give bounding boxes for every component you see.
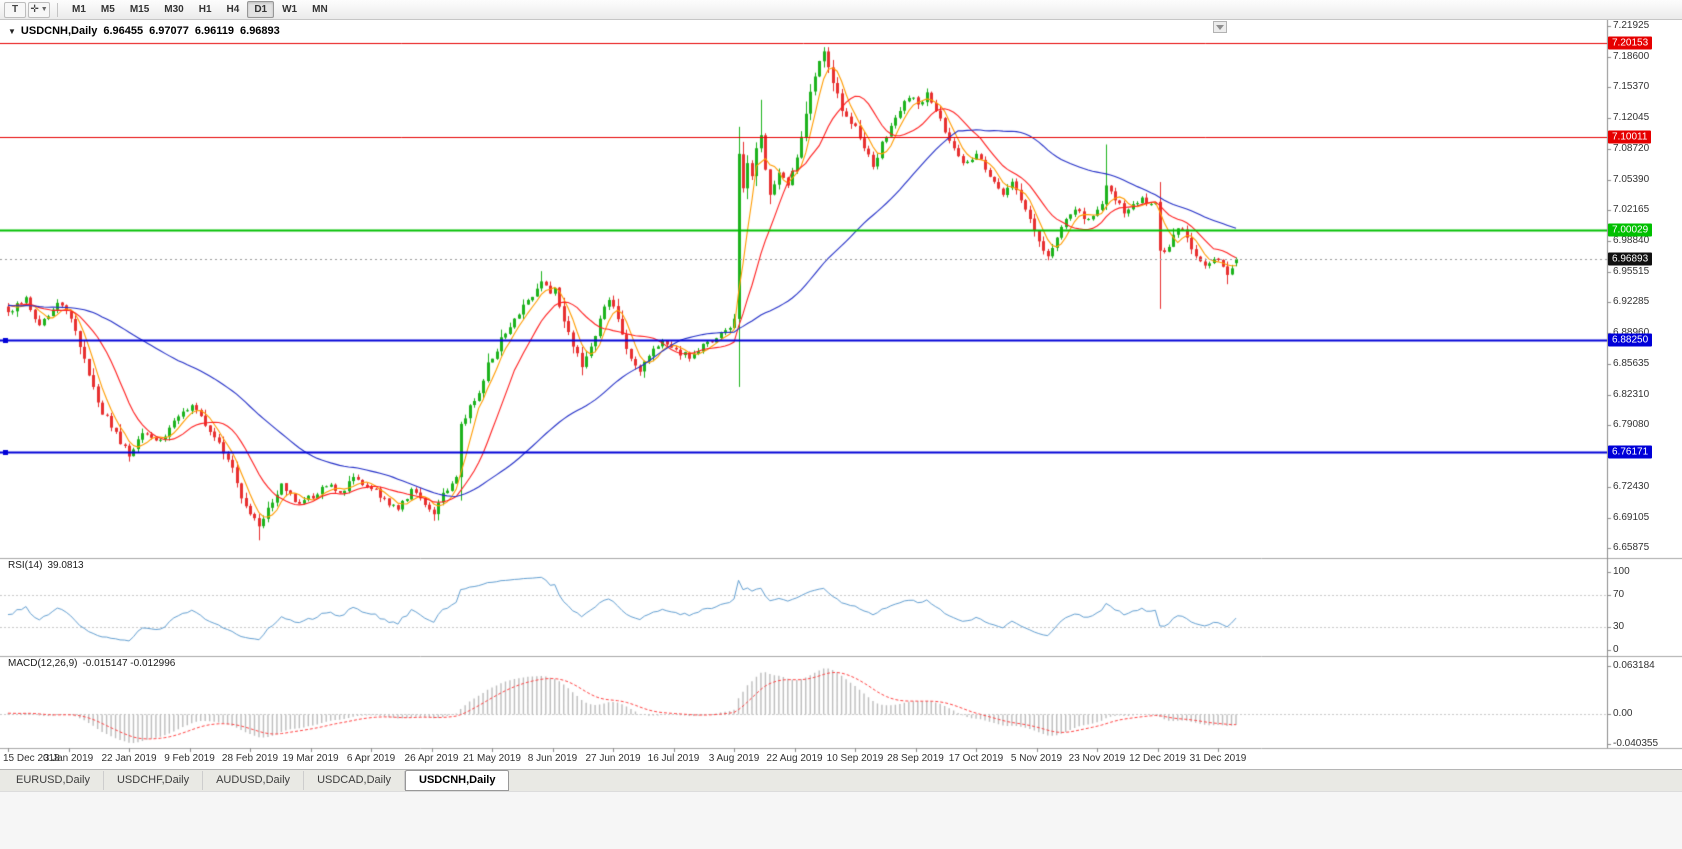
timeframe-button-d1[interactable]: D1 <box>247 1 275 18</box>
rsi-indicator-label: RSI(14) 39.0813 <box>8 560 84 571</box>
status-bar <box>0 791 1682 849</box>
collapse-arrow-icon[interactable]: ▼ <box>8 26 16 36</box>
text-tool-icon: T <box>11 4 19 15</box>
timeframe-button-w1[interactable]: W1 <box>282 4 298 15</box>
symbol-tab-usdcad[interactable]: USDCAD,Daily <box>304 771 406 790</box>
timeframe-button-mn[interactable]: MN <box>312 4 328 15</box>
toolbar-separator <box>57 2 58 17</box>
symbol-tab-audusd[interactable]: AUDUSD,Daily <box>203 771 305 790</box>
shift-triangle-icon <box>1216 24 1224 30</box>
ohlc-close-value: 6.96893 <box>240 25 280 37</box>
timeframe-button-m1[interactable]: M1 <box>72 4 86 15</box>
price-chart-canvas[interactable] <box>0 20 1682 769</box>
chart-tabs-bar: EURUSD,Daily USDCHF,Daily AUDUSD,Daily USDC… <box>0 769 1682 791</box>
dropdown-arrow-icon: ▼ <box>40 6 48 13</box>
symbol-tab-usdcnh[interactable]: USDCNH,Daily <box>405 770 510 791</box>
timeframe-group: M1 M5 M15 M30 H1 H4 D1 W1 MN <box>65 1 335 18</box>
macd-indicator-label: MACD(12,26,9) -0.015147 -0.012996 <box>8 658 175 669</box>
macd-name: MACD(12,26,9) <box>8 658 78 669</box>
crosshair-tool-button[interactable]: ✛ ▼ <box>28 1 50 18</box>
symbol-tab-eurusd[interactable]: EURUSD,Daily <box>3 771 104 790</box>
chart-area: 7.21925 7.18600 7.15370 7.12045 7.08720 7.053… <box>0 20 1682 769</box>
chart-title: ▼ USDCNH,Daily 6.96455 6.97077 6.96119 6… <box>8 25 280 37</box>
timeframe-button-h4[interactable]: H4 <box>226 4 240 15</box>
ohlc-open-value: 6.96455 <box>103 25 144 37</box>
rsi-value: 39.0813 <box>47 560 84 571</box>
timeframe-button-m5[interactable]: M5 <box>100 4 115 15</box>
ohlc-low-value: 6.96119 <box>194 25 235 37</box>
ohlc-high-value: 6.97077 <box>149 25 189 37</box>
macd-values: -0.015147 -0.012996 <box>82 658 176 669</box>
symbol-tab-usdchf[interactable]: USDCHF,Daily <box>104 771 204 790</box>
chart-shift-marker[interactable] <box>1213 21 1227 33</box>
chart-symbol-label: USDCNH,Daily <box>20 25 98 37</box>
crosshair-icon: ✛ <box>30 4 39 15</box>
timeframe-button-m15[interactable]: M15 <box>129 4 150 15</box>
top-toolbar: T ✛ ▼ M1 M5 M15 M30 H1 H4 D1 W1 MN <box>0 0 1682 20</box>
rsi-name: RSI(14) <box>8 560 43 571</box>
timeframe-button-m30[interactable]: M30 <box>164 4 184 15</box>
text-tool-button[interactable]: T <box>4 1 26 18</box>
timeframe-button-h1[interactable]: H1 <box>198 4 212 15</box>
